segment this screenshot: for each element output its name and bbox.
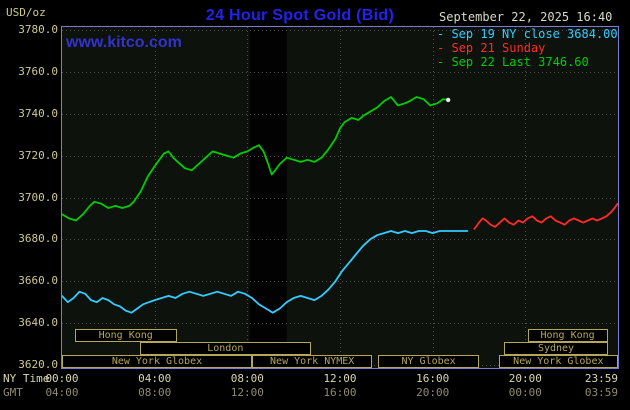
y-axis-tick-label: 3740.0	[18, 106, 58, 120]
x-axis-tick-ny: 12:00	[323, 372, 357, 385]
gmt-axis-label: GMT	[3, 386, 23, 399]
y-axis-tick-label: 3720.0	[18, 148, 58, 162]
series-line-sep19	[62, 230, 469, 314]
legend-item-sep21: - Sep 21 Sunday	[437, 41, 546, 55]
x-axis-tick-gmt: 12:00	[230, 386, 264, 399]
y-axis-tick-label: 3660.0	[18, 274, 58, 288]
y-axis-tick-label: 3780.0	[18, 23, 58, 36]
series-line-sep21	[473, 202, 618, 230]
x-axis-tick-gmt: 04:00	[45, 386, 79, 399]
x-axis-tick-gmt: 16:00	[323, 386, 357, 399]
page-title: 24 Hour Spot Gold (Bid)	[205, 7, 395, 24]
chart-canvas	[62, 27, 618, 368]
x-axis-tick-ny: 20:00	[508, 372, 542, 385]
last-price-marker	[445, 97, 451, 103]
x-axis-tick-gmt: 03:59	[584, 386, 618, 399]
x-axis-tick-gmt: 20:00	[416, 386, 450, 399]
ny-time-axis-label: NY Time	[3, 372, 50, 385]
y-axis-tick-label: 3620.0	[18, 358, 58, 371]
series-line-sep22	[62, 96, 450, 222]
y-axis-tick-label: 3700.0	[18, 190, 58, 204]
x-axis-tick-ny: 04:00	[138, 372, 172, 385]
datetime-label: September 22, 2025 16:40	[439, 10, 613, 24]
x-axis-tick-ny: 23:59	[584, 372, 618, 385]
x-axis-tick-ny: 16:00	[416, 372, 450, 385]
legend-item-sep19: - Sep 19 NY close 3684.00	[437, 27, 618, 41]
plot-area	[61, 26, 619, 369]
y-axis-tick-label: 3640.0	[18, 316, 58, 330]
legend-item-sep22: - Sep 22 Last 3746.60	[437, 55, 589, 69]
x-axis-tick-gmt: 00:00	[508, 386, 542, 399]
x-axis-tick-ny: 08:00	[230, 372, 264, 385]
chart-legend: - Sep 19 NY close 3684.00- Sep 21 Sunday…	[437, 27, 618, 69]
session-highlight-band	[249, 27, 287, 368]
y-axis-tick-label: 3760.0	[18, 64, 58, 78]
y-axis-tick-label: 3680.0	[18, 232, 58, 246]
x-axis-tick-ny: 00:00	[45, 372, 79, 385]
kitco-watermark-link[interactable]: www.kitco.com	[66, 34, 182, 51]
y-axis-units-label: USD/oz	[6, 6, 46, 19]
x-axis-tick-gmt: 08:00	[138, 386, 172, 399]
